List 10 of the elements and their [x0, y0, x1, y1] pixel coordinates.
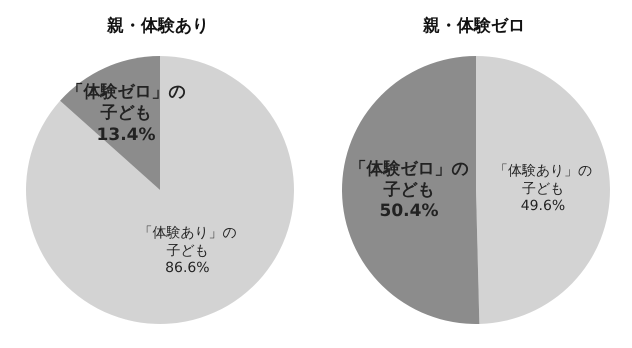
slice-label: 「体験あり」の子ども [137, 224, 238, 260]
slice-label: 「体験ゼロ」の子ども [66, 82, 187, 125]
slice-label: 「体験ゼロ」の子ども [348, 158, 470, 202]
data-label: 50.4% [378, 201, 440, 223]
data-label: 49.6% [520, 198, 566, 216]
data-label: 86.6% [164, 260, 211, 278]
chart-title: 親・体験ゼロ [422, 15, 526, 37]
slice-label: 「体験あり」の子ども [492, 162, 593, 198]
chart-title: 親・体験あり [106, 15, 210, 37]
data-label: 13.4% [96, 124, 157, 146]
